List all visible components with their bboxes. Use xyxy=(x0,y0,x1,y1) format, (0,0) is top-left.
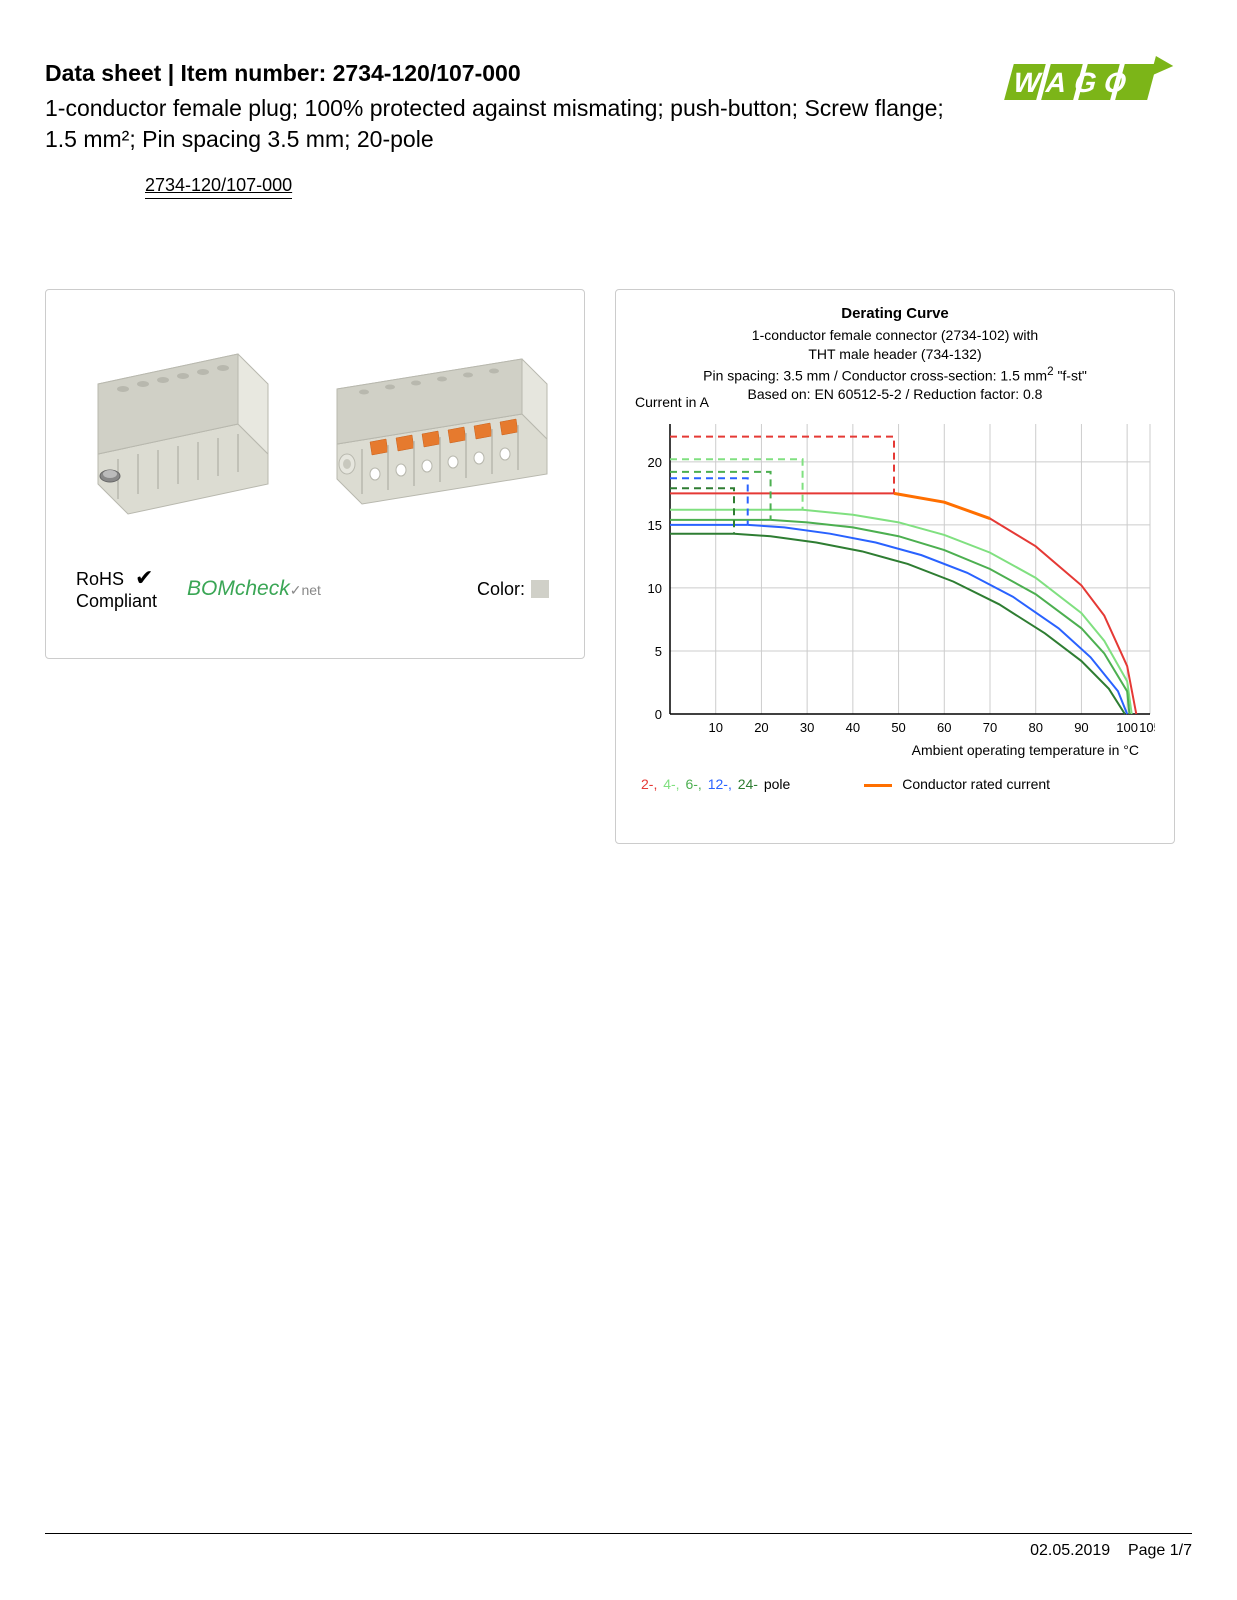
svg-text:80: 80 xyxy=(1028,720,1042,734)
connector-image-left xyxy=(68,324,298,524)
footer-date: 02.05.2019 xyxy=(1030,1542,1110,1559)
svg-text:105: 105 xyxy=(1139,720,1155,734)
svg-text:90: 90 xyxy=(1074,720,1088,734)
color-label-text: Color: xyxy=(477,579,525,600)
product-images xyxy=(61,305,569,535)
title-prefix: Data sheet | Item number: xyxy=(45,60,333,86)
legend-rated: Conductor rated current xyxy=(864,776,1050,792)
svg-text:60: 60 xyxy=(937,720,951,734)
legend-rated-line xyxy=(864,784,892,787)
rohs-compliant: RoHS ✔ Compliant xyxy=(76,565,157,613)
derating-chart: 10 20 30 40 50 60 70 80 90 100105 0 5 10 15 20 xyxy=(635,414,1155,734)
svg-text:30: 30 xyxy=(800,720,814,734)
check-icon: ✔ xyxy=(135,565,153,590)
svg-text:0: 0 xyxy=(655,707,662,722)
svg-text:40: 40 xyxy=(846,720,860,734)
svg-text:50: 50 xyxy=(891,720,905,734)
compliance-row: RoHS ✔ Compliant BOMcheck✓net Color: xyxy=(61,565,569,613)
chart-subtitle: 1-conductor female connector (2734-102) … xyxy=(631,326,1159,404)
color-indicator: Color: xyxy=(477,579,549,600)
wago-logo: WAGO xyxy=(1002,52,1192,117)
item-number: 2734-120/107-000 xyxy=(333,60,521,86)
chart-panel: Derating Curve 1-conductor female connec… xyxy=(615,289,1175,844)
product-panel: RoHS ✔ Compliant BOMcheck✓net Color: xyxy=(45,289,585,659)
part-number-link[interactable]: 2734-120/107-000 xyxy=(145,175,292,199)
part-link-row: 2734-120/107-000 xyxy=(45,163,1192,199)
svg-text:20: 20 xyxy=(648,455,662,470)
header-text-block: Data sheet | Item number: 2734-120/107-0… xyxy=(45,60,982,155)
chart-legend: 2-, 4-, 6-, 12-, 24- pole Conductor rate… xyxy=(631,776,1159,792)
bomcheck-logo: BOMcheck✓net xyxy=(187,577,321,601)
connector-image-right xyxy=(312,334,562,514)
compliant-text: Compliant xyxy=(76,591,157,611)
bomcheck-suffix: ✓net xyxy=(290,582,321,598)
chart-xlabel: Ambient operating temperature in °C xyxy=(631,742,1159,758)
subtitle: 1-conductor female plug; 100% protected … xyxy=(45,93,982,155)
rohs-text: RoHS xyxy=(76,569,124,589)
svg-text:70: 70 xyxy=(983,720,997,734)
panels-container: RoHS ✔ Compliant BOMcheck✓net Color: Der… xyxy=(45,289,1192,844)
footer: 02.05.2019 Page 1/7 xyxy=(45,1533,1192,1560)
svg-text:20: 20 xyxy=(754,720,768,734)
svg-text:10: 10 xyxy=(708,720,722,734)
header: Data sheet | Item number: 2734-120/107-0… xyxy=(45,60,1192,155)
svg-text:WAGO: WAGO xyxy=(1009,67,1138,98)
svg-text:15: 15 xyxy=(648,518,662,533)
legend-poles: 2-, 4-, 6-, 12-, 24- pole xyxy=(641,776,792,792)
svg-text:100: 100 xyxy=(1116,720,1138,734)
svg-text:5: 5 xyxy=(655,644,662,659)
color-swatch xyxy=(531,580,549,598)
footer-page: Page 1/7 xyxy=(1128,1542,1192,1559)
bomcheck-text: BOMcheck xyxy=(187,577,290,600)
legend-rated-label: Conductor rated current xyxy=(902,776,1050,792)
chart-area: Current in A 102030405060708090100105051… xyxy=(635,414,1155,734)
chart-title: Derating Curve xyxy=(631,305,1159,322)
title-line: Data sheet | Item number: 2734-120/107-0… xyxy=(45,60,982,87)
chart-ylabel: Current in A xyxy=(635,394,709,410)
svg-text:10: 10 xyxy=(648,581,662,596)
